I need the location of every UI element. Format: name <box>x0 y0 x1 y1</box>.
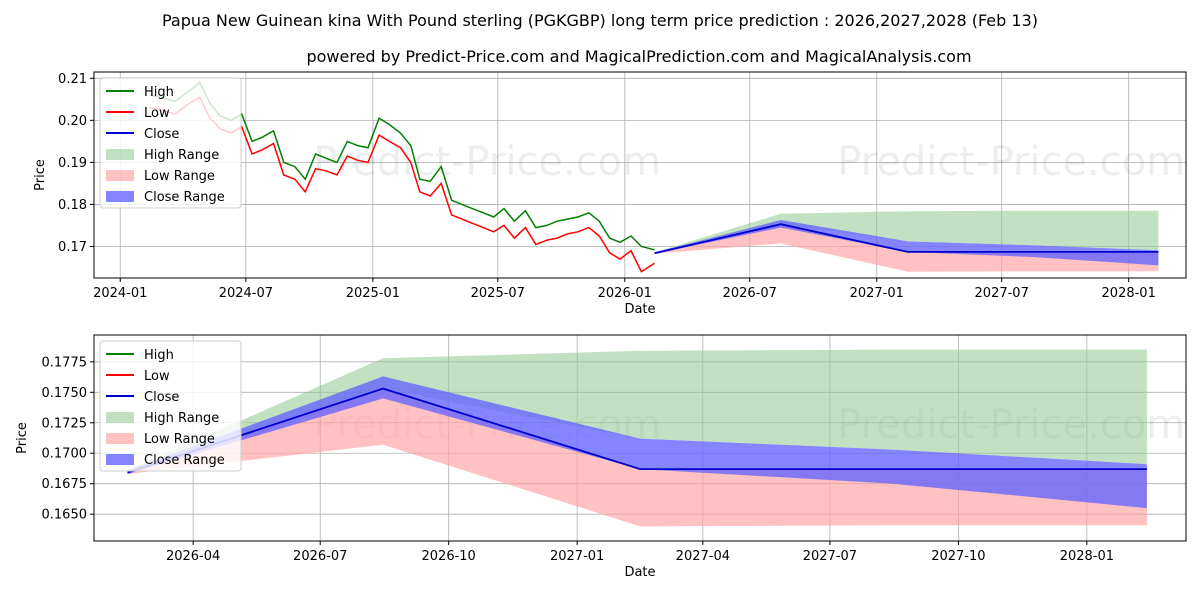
history-x-tick-label: 2027-01 <box>850 286 904 301</box>
forecast-y-tick-label: 0.1725 <box>42 416 88 431</box>
history-legend-high-range-label: High Range <box>144 148 219 163</box>
history-x-tick-label: 2026-07 <box>723 286 777 301</box>
forecast-close-range-band <box>127 376 1147 509</box>
history-watermark-left: Predict-Price.com <box>313 139 661 185</box>
history-legend-close-label: Close <box>144 127 179 142</box>
history-x-tick-label: 2025-07 <box>471 286 525 301</box>
history-x-tick-label: 2024-01 <box>93 286 147 301</box>
history-y-tick-label: 0.18 <box>58 198 87 213</box>
chart-title: Papua New Guinean kina With Pound sterli… <box>162 11 1038 30</box>
forecast-axes-frame <box>93 334 1187 542</box>
forecast-y-axis-label: Price <box>15 422 30 454</box>
history-legend-high-label: High <box>144 85 174 100</box>
history-legend-close-range-swatch <box>106 191 134 202</box>
forecast-legend-low-label: Low <box>144 369 170 384</box>
forecast-y-tick-label: 0.1750 <box>42 386 88 401</box>
forecast-legend-low-range-swatch <box>106 433 134 444</box>
forecast-y-tick-label: 0.1775 <box>42 355 88 370</box>
history-legend-low-range-swatch <box>106 170 134 181</box>
history-low-range-band <box>654 224 1159 272</box>
forecast-y-tick-label: 0.1700 <box>42 447 88 462</box>
forecast-legend: High Low Close High Range Low Range Close Ran… <box>99 340 242 472</box>
forecast-x-tick-label: 2027-10 <box>931 549 985 564</box>
forecast-legend-high-label: High <box>144 348 174 363</box>
forecast-y-tick-label: 0.1675 <box>42 477 88 492</box>
history-axes-frame <box>93 71 1187 279</box>
forecast-low-range-band <box>127 388 1147 527</box>
forecast-y-tick-label: 0.1650 <box>42 508 88 523</box>
chart-subtitle: powered by Predict-Price.com and Magical… <box>306 47 971 66</box>
history-x-tick-label: 2028-01 <box>1102 286 1156 301</box>
history-y-tick-label: 0.17 <box>58 240 87 255</box>
history-y-tick-label: 0.21 <box>58 72 87 87</box>
forecast-x-axis-label: Date <box>624 565 655 580</box>
history-legend: High Low Close High Range Low Range Close Ran… <box>99 77 242 209</box>
forecast-x-tick-label: 2027-07 <box>803 549 857 564</box>
history-watermark-right: Predict-Price.com <box>837 139 1185 185</box>
history-x-axis-label: Date <box>624 302 655 317</box>
history-y-axis-label: Price <box>33 159 48 191</box>
forecast-x-tick-label: 2028-01 <box>1060 549 1114 564</box>
forecast-x-tick-label: 2026-10 <box>422 549 476 564</box>
history-legend-box <box>99 77 242 209</box>
history-x-tick-label: 2026-01 <box>598 286 652 301</box>
forecast-legend-box <box>99 340 242 472</box>
forecast-legend-high-range-swatch <box>106 412 134 423</box>
forecast-legend-close-label: Close <box>144 390 179 405</box>
history-y-tick-label: 0.20 <box>58 114 87 129</box>
forecast-x-tick-label: 2026-04 <box>166 549 220 564</box>
forecast-x-tick-label: 2027-01 <box>550 549 604 564</box>
history-close-range-band <box>654 220 1159 266</box>
forecast-x-tick-label: 2026-07 <box>293 549 347 564</box>
history-x-tick-label: 2024-07 <box>219 286 273 301</box>
forecast-chart-panel: Predict-Price.comPredict-Price.com2026-0… <box>15 334 1187 580</box>
history-y-tick-label: 0.19 <box>58 156 87 171</box>
history-legend-low-label: Low <box>144 106 170 121</box>
history-legend-low-range-label: Low Range <box>144 169 215 184</box>
forecast-legend-high-range-label: High Range <box>144 411 219 426</box>
forecast-x-tick-label: 2027-04 <box>676 549 730 564</box>
history-legend-close-range-label: Close Range <box>144 190 225 205</box>
history-close-forecast-line <box>654 223 1159 255</box>
forecast-legend-close-range-label: Close Range <box>144 453 225 468</box>
forecast-legend-low-range-label: Low Range <box>144 432 215 447</box>
history-legend-high-range-swatch <box>106 149 134 160</box>
history-x-tick-label: 2027-07 <box>975 286 1029 301</box>
forecast-legend-close-range-swatch <box>106 454 134 465</box>
forecast-close-line <box>127 387 1147 474</box>
history-x-tick-label: 2025-01 <box>346 286 400 301</box>
history-chart-panel: Predict-Price.com Predict-Price.com 2024-0… <box>33 71 1187 317</box>
